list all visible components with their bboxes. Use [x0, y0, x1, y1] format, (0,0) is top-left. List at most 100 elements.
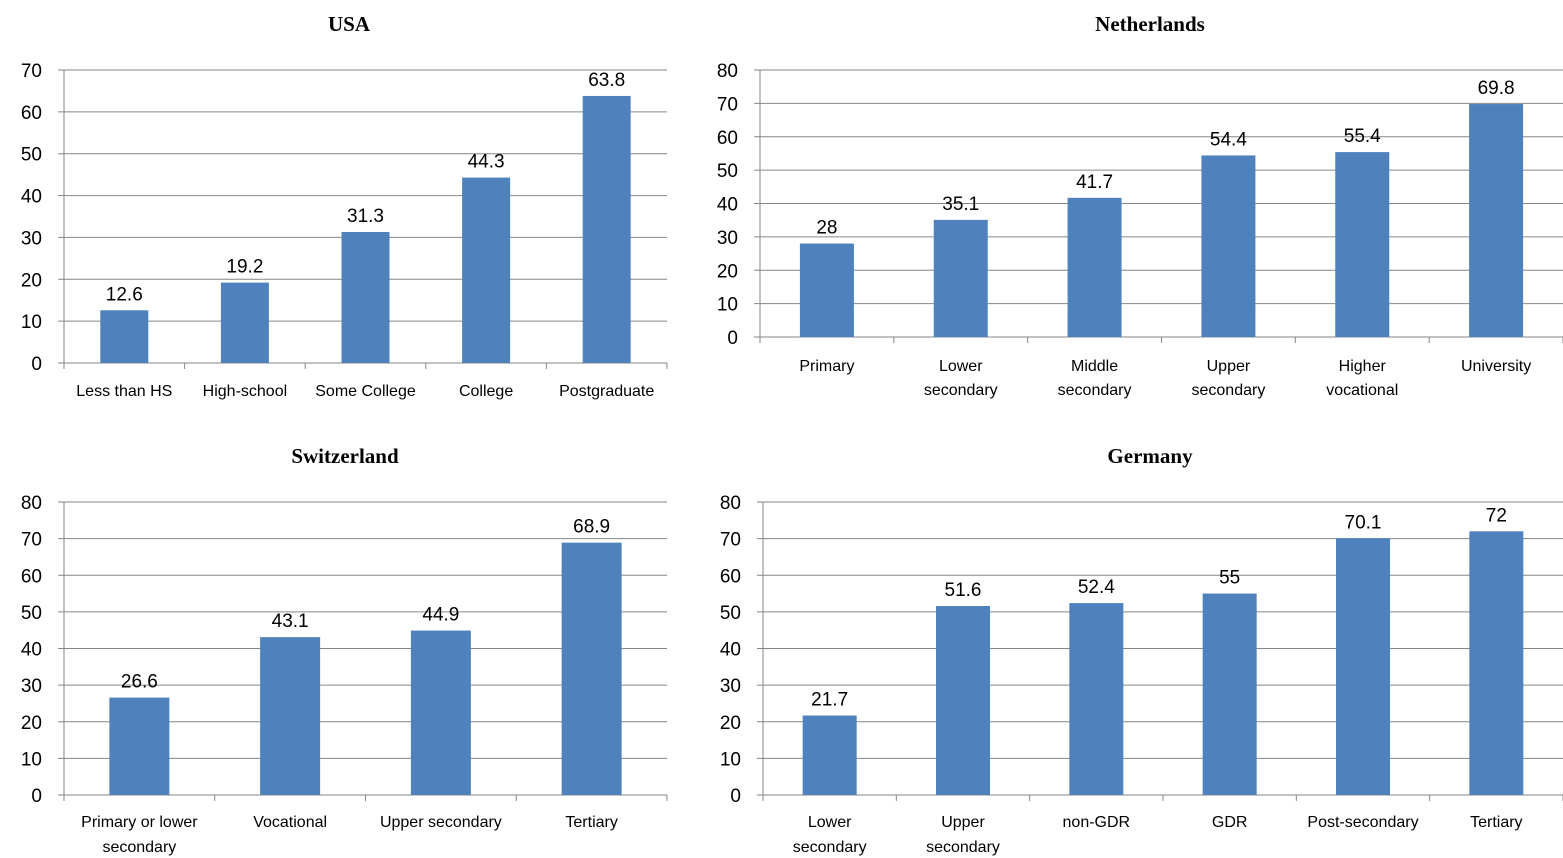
bar [341, 231, 390, 363]
data-label: 70.1 [1345, 512, 1382, 533]
data-label: 72 [1486, 505, 1507, 526]
bar [1336, 538, 1390, 795]
bar [561, 542, 622, 795]
x-tick-label: Middle [1071, 358, 1118, 375]
y-tick-label: 20 [21, 270, 42, 291]
y-tick-label: 70 [21, 530, 42, 551]
y-tick-label: 30 [720, 676, 741, 697]
x-tick-label: secondary [793, 839, 867, 856]
x-tick-label: Tertiary [565, 814, 617, 831]
x-tick-label: Less than HS [76, 383, 172, 400]
y-tick-label: 70 [717, 94, 738, 115]
bar [1335, 152, 1390, 337]
x-tick-label: Upper secondary [380, 814, 502, 831]
bar [582, 95, 631, 364]
x-tick-label: GDR [1212, 814, 1248, 831]
x-tick-label: Lower [939, 358, 983, 375]
x-tick-label: secondary [1058, 382, 1132, 399]
x-tick-label: Upper [1207, 358, 1251, 375]
x-tick-label: Primary [799, 358, 854, 375]
data-label: 51.6 [945, 580, 982, 601]
y-tick-label: 0 [31, 354, 42, 375]
y-tick-label: 80 [21, 493, 42, 514]
data-label: 26.6 [121, 672, 158, 693]
chart-germany: Germany 0 10 20 30 40 50 60 70 80 21.7 Lower seconda… [720, 444, 1563, 856]
y-tick-label: 60 [717, 128, 738, 149]
x-tick-label: Higher [1339, 358, 1387, 375]
x-tick-label: College [459, 383, 513, 400]
chart-title: USA [328, 12, 371, 36]
data-label: 31.3 [347, 206, 384, 227]
bar [1067, 197, 1122, 337]
bar [1201, 155, 1256, 337]
y-tick-label: 10 [717, 295, 738, 316]
y-tick-label: 50 [21, 145, 42, 166]
bar [1469, 531, 1524, 795]
chart-title: Germany [1107, 444, 1193, 468]
bar [220, 282, 269, 363]
x-tick-label: secondary [924, 382, 998, 399]
x-tick-label: Vocational [253, 814, 327, 831]
data-label: 54.4 [1210, 129, 1247, 150]
x-tick-label: Lower [808, 814, 852, 831]
y-tick-label: 0 [730, 786, 741, 807]
y-tick-label: 60 [21, 566, 42, 587]
y-tick-label: 0 [31, 786, 42, 807]
x-tick-label: Postgraduate [559, 383, 654, 400]
x-tick-label: non-GDR [1063, 814, 1131, 831]
bar [462, 177, 511, 363]
y-tick-label: 50 [720, 603, 741, 624]
data-label: 55 [1219, 568, 1240, 589]
bar [1469, 104, 1524, 337]
chart-usa: USA 0 10 20 30 40 50 60 70 12.6 Less than HS 19.2 Hi… [21, 12, 668, 400]
y-tick-label: 50 [21, 603, 42, 624]
data-label: 55.4 [1344, 126, 1381, 147]
x-tick-label: Post-secondary [1307, 814, 1418, 831]
y-tick-label: 40 [717, 195, 738, 216]
y-tick-label: 70 [720, 530, 741, 551]
bar [1069, 603, 1124, 795]
data-label: 19.2 [226, 257, 263, 278]
y-tick-label: 30 [21, 676, 42, 697]
bar [260, 637, 321, 795]
y-tick-label: 50 [717, 161, 738, 182]
chart-title: Netherlands [1095, 12, 1205, 36]
x-tick-label: secondary [926, 839, 1000, 856]
data-label: 12.6 [106, 284, 143, 305]
x-tick-label: Some College [315, 383, 416, 400]
bar [1202, 593, 1257, 795]
x-tick-label: Upper [941, 814, 985, 831]
y-tick-label: 30 [717, 228, 738, 249]
data-label: 44.3 [468, 152, 505, 173]
y-tick-label: 20 [720, 713, 741, 734]
y-tick-label: 40 [720, 640, 741, 661]
x-tick-label: secondary [102, 839, 176, 856]
data-label: 68.9 [573, 517, 610, 538]
bar [936, 606, 990, 795]
x-tick-label: secondary [1192, 382, 1266, 399]
chart-title: Switzerland [291, 444, 399, 468]
data-label: 52.4 [1078, 577, 1115, 598]
y-tick-label: 20 [21, 713, 42, 734]
data-label: 28 [816, 218, 837, 239]
bar [799, 243, 854, 337]
y-tick-label: 20 [717, 261, 738, 282]
y-tick-label: 80 [717, 61, 738, 82]
bar [933, 219, 988, 337]
y-tick-label: 0 [727, 328, 738, 349]
y-tick-label: 10 [21, 749, 42, 770]
chart-netherlands: Netherlands 0 10 20 30 40 50 60 70 80 28 Primary 35.… [717, 12, 1563, 399]
data-label: 35.1 [942, 194, 979, 215]
y-tick-label: 60 [720, 566, 741, 587]
data-label: 63.8 [588, 70, 625, 91]
y-tick-label: 60 [21, 103, 42, 124]
x-tick-label: University [1461, 358, 1531, 375]
bar [109, 697, 170, 795]
y-tick-label: 10 [21, 312, 42, 333]
data-label: 44.9 [422, 605, 459, 626]
y-tick-label: 70 [21, 61, 42, 82]
y-tick-label: 40 [21, 640, 42, 661]
x-tick-label: High-school [203, 383, 287, 400]
chart-switzerland: Switzerland 0 10 20 30 40 50 60 70 80 26.6 Primary … [21, 444, 668, 856]
